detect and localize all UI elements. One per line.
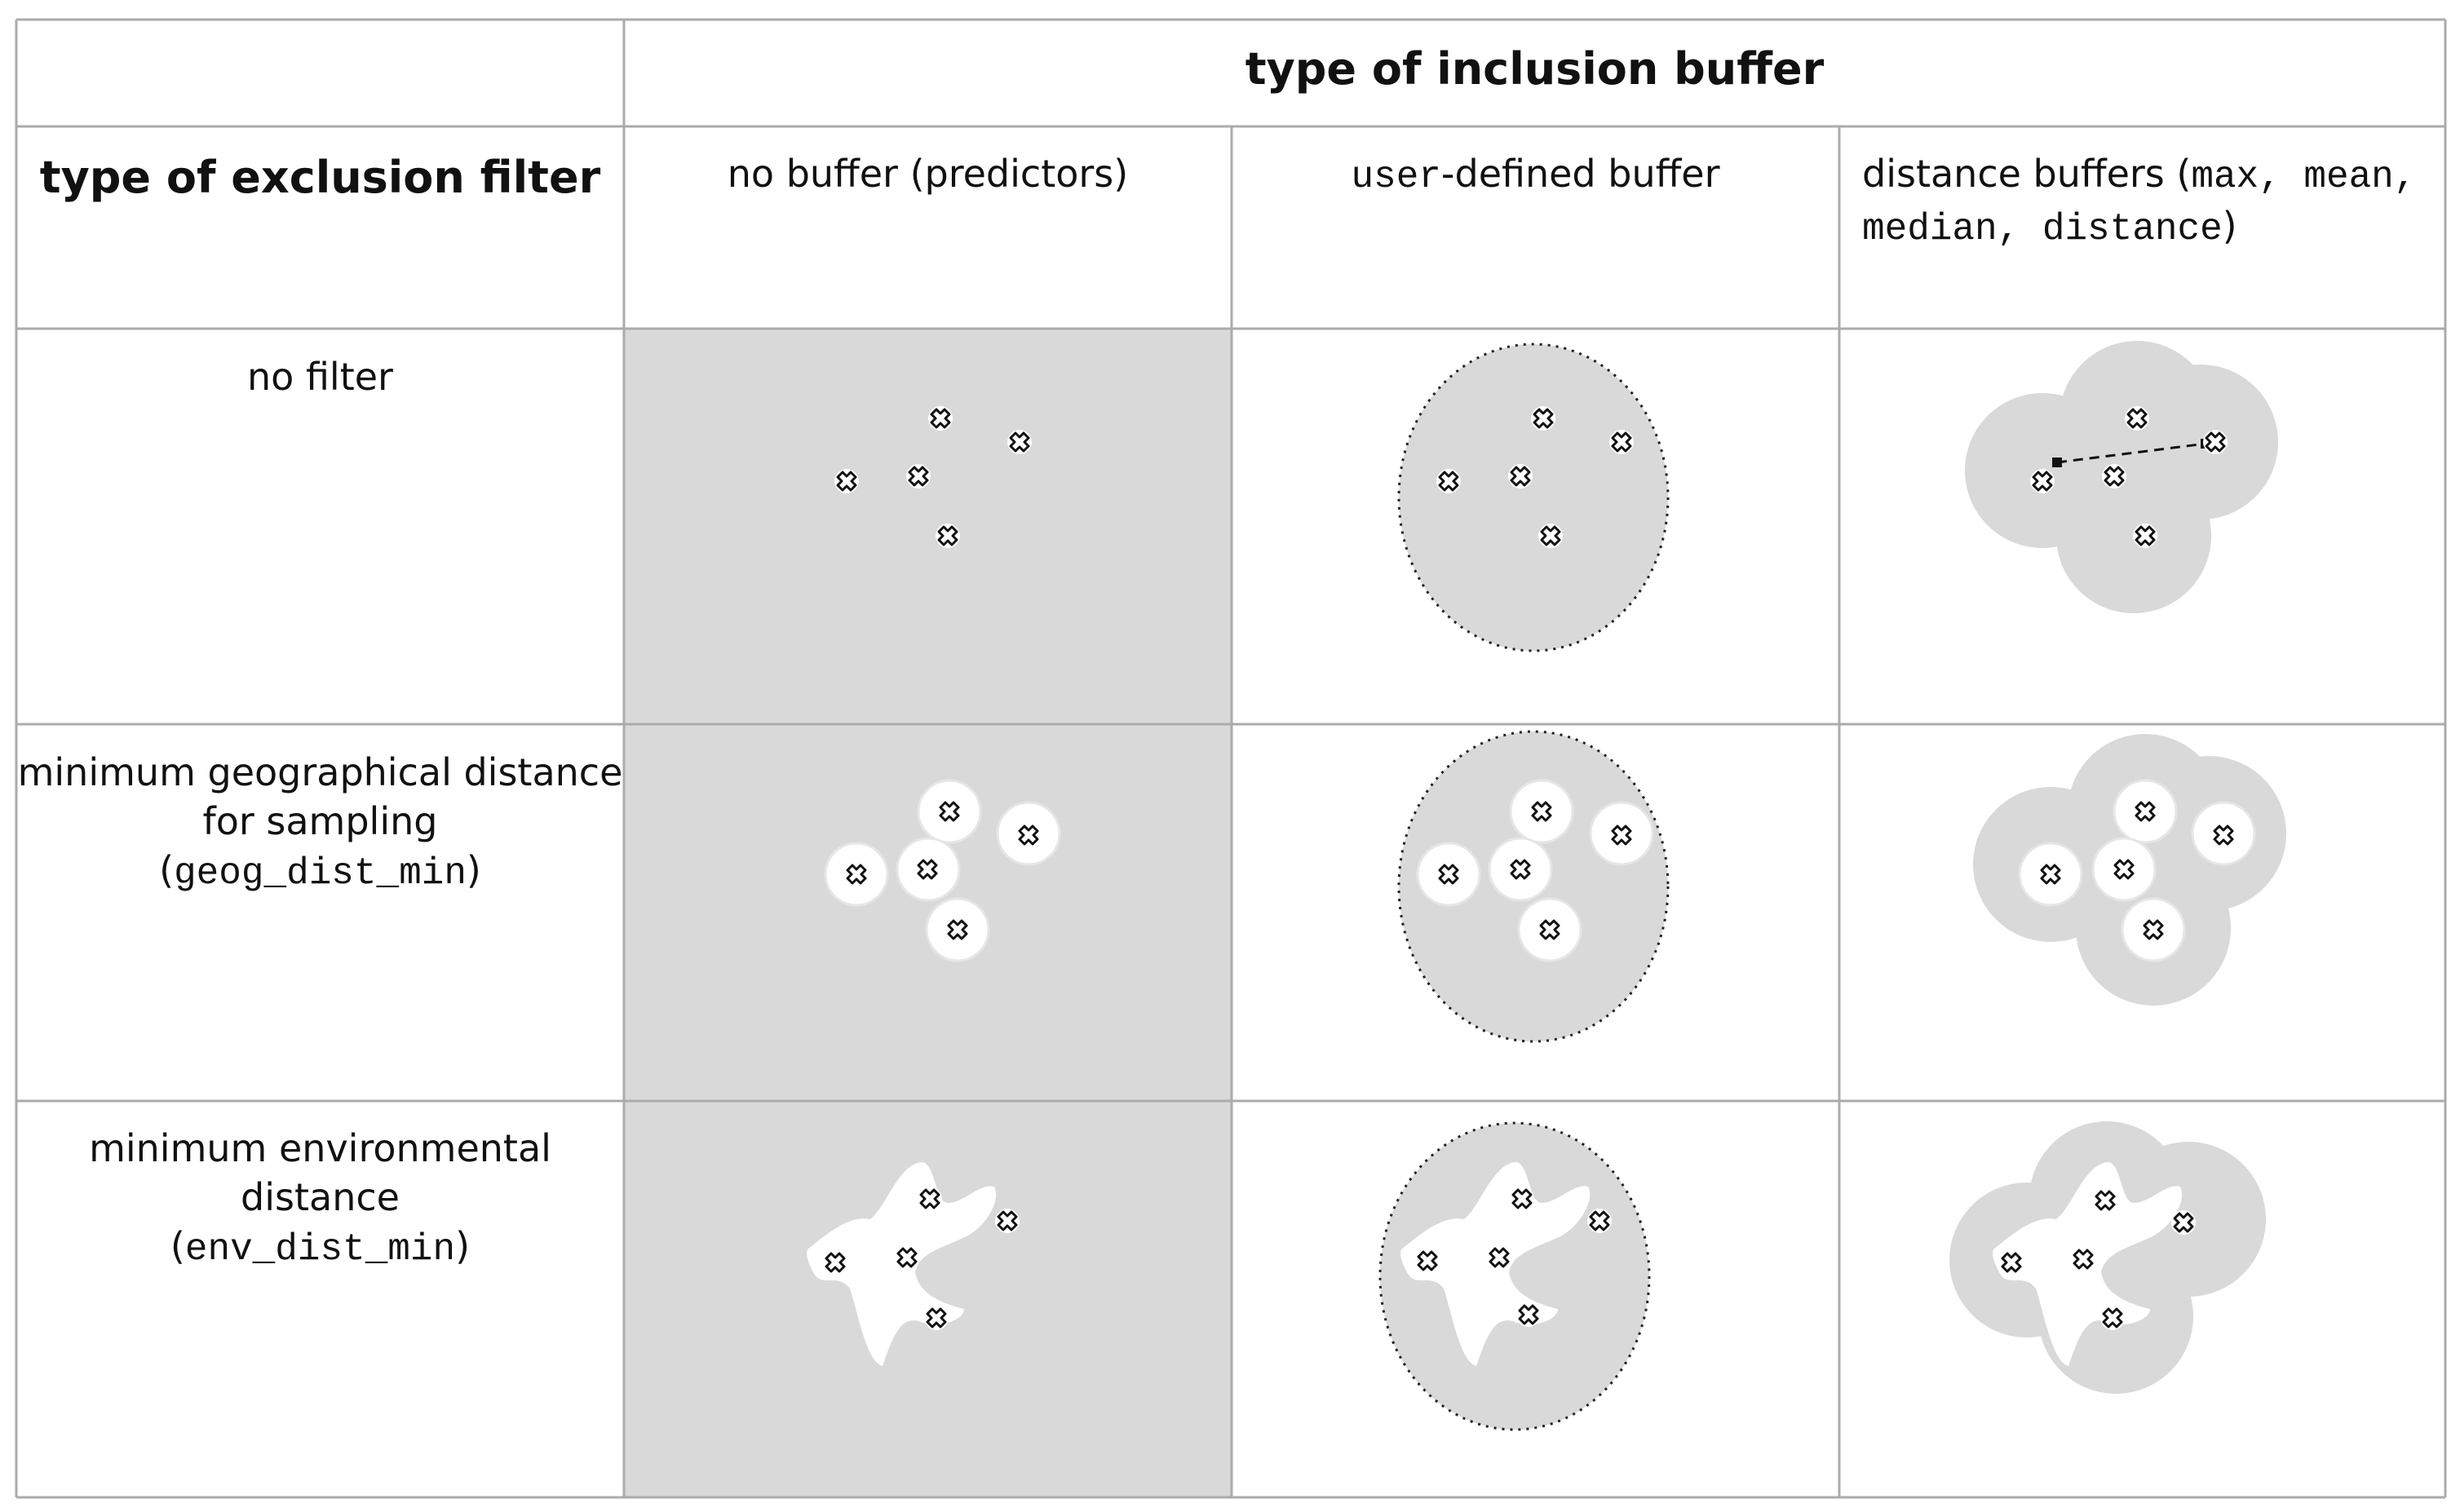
occurrence-marker — [1507, 855, 1534, 883]
cell-nofilter-userbuffer — [1397, 343, 1670, 652]
occurrence-marker — [927, 405, 954, 432]
occurrence-marker — [936, 798, 963, 825]
occurrence-marker — [1015, 821, 1042, 849]
occurrence-marker — [1485, 1244, 1513, 1271]
occurrence-marker — [1608, 821, 1635, 849]
occurrence-marker — [1586, 1207, 1613, 1235]
occurrence-marker — [893, 1244, 921, 1271]
column-header-user-buffer: user-defined buffer — [1232, 149, 1839, 201]
occurrence-marker — [2139, 916, 2167, 944]
no-buffer-shade-row1 — [624, 329, 1232, 724]
distance-buffers-label: distance buffers ( — [1862, 152, 2192, 196]
code-distance-options-line1: max, mean, — [2191, 156, 2417, 198]
occurrence-marker — [2201, 428, 2229, 456]
occurrence-marker — [993, 1207, 1021, 1235]
occurrence-marker — [1435, 860, 1462, 888]
row-header-title: type of exclusion filter — [39, 152, 601, 203]
occurrence-marker — [843, 860, 870, 888]
distance-buffer-union — [1965, 341, 2278, 613]
occurrence-marker — [2091, 1187, 2119, 1214]
occurrence-marker — [2123, 405, 2151, 432]
occurrence-marker — [2131, 798, 2159, 825]
cell-nofilter-distancebuffer — [1965, 341, 2278, 613]
code-distance-options-line2: median, distance — [1862, 208, 2223, 250]
row-label-geographical-distance: minimum geographical distance for sampli… — [17, 750, 623, 895]
code-user: user — [1351, 156, 1441, 198]
occurrence-marker — [922, 1304, 950, 1332]
occurrence-marker — [1537, 522, 1564, 550]
occurrence-marker — [916, 1185, 944, 1213]
occurrence-marker — [2110, 855, 2138, 883]
no-buffer-shade-row2 — [624, 724, 1232, 1101]
occurrence-marker — [2210, 821, 2237, 849]
column-group-title: type of inclusion buffer — [1245, 43, 1825, 95]
cell-geog-distancebuffer — [1973, 734, 2286, 1006]
user-buffer-ellipse — [1397, 343, 1670, 652]
distance-endpoint — [2052, 458, 2062, 467]
cell-env-distancebuffer — [1949, 1121, 2266, 1394]
occurrence-marker — [2069, 1245, 2097, 1273]
occurrence-marker — [821, 1249, 849, 1276]
env-line2: distance — [241, 1175, 400, 1219]
occurrence-marker — [1508, 1185, 1536, 1213]
occurrence-marker — [1006, 428, 1033, 456]
occurrence-marker — [934, 522, 962, 550]
occurrence-marker — [2100, 462, 2128, 490]
occurrence-marker — [1507, 462, 1534, 490]
row-label-no-filter: no filter — [247, 355, 393, 399]
user-buffer-label: -defined buffer — [1440, 152, 1720, 196]
row-label-environmental-distance: minimum environmental distance (env_dist… — [89, 1126, 551, 1271]
occurrence-marker — [1608, 428, 1635, 456]
occurrence-marker — [944, 916, 971, 944]
cell-env-userbuffer — [1378, 1121, 1651, 1431]
occurrence-marker — [2131, 522, 2159, 550]
close-paren: ) — [2222, 204, 2237, 248]
column-header-distance-buffers: distance buffers (max, mean, median, dis… — [1862, 149, 2433, 254]
table-grid — [15, 18, 2447, 1499]
code-geog-dist-min: geog_dist_min — [174, 852, 467, 895]
occurrence-marker — [1529, 405, 1557, 432]
occurrence-marker — [1515, 1301, 1542, 1329]
occurrence-marker — [1536, 916, 1564, 944]
occurrence-marker — [905, 462, 932, 490]
distance-dashed-line — [2056, 442, 2206, 464]
geog-line1: minimum geographical distance — [17, 750, 623, 794]
geog-line2: for sampling — [202, 799, 438, 843]
column-header-no-buffer: no buffer (predictors) — [727, 152, 1129, 196]
code-env-dist-min: env_dist_min — [184, 1228, 456, 1271]
occurrence-marker — [1998, 1249, 2025, 1276]
occurrence-marker — [2099, 1304, 2126, 1332]
cell-geog-userbuffer — [1397, 730, 1670, 1043]
occurrence-marker — [1435, 467, 1462, 495]
occurrence-marker — [2170, 1209, 2197, 1236]
env-line1: minimum environmental — [89, 1126, 551, 1170]
occurrence-marker — [2037, 860, 2064, 888]
occurrence-marker — [914, 855, 941, 883]
occurrence-marker — [833, 467, 861, 495]
occurrence-marker — [1528, 798, 1555, 825]
occurrence-marker — [2029, 467, 2056, 495]
occurrence-marker — [1414, 1247, 1441, 1275]
